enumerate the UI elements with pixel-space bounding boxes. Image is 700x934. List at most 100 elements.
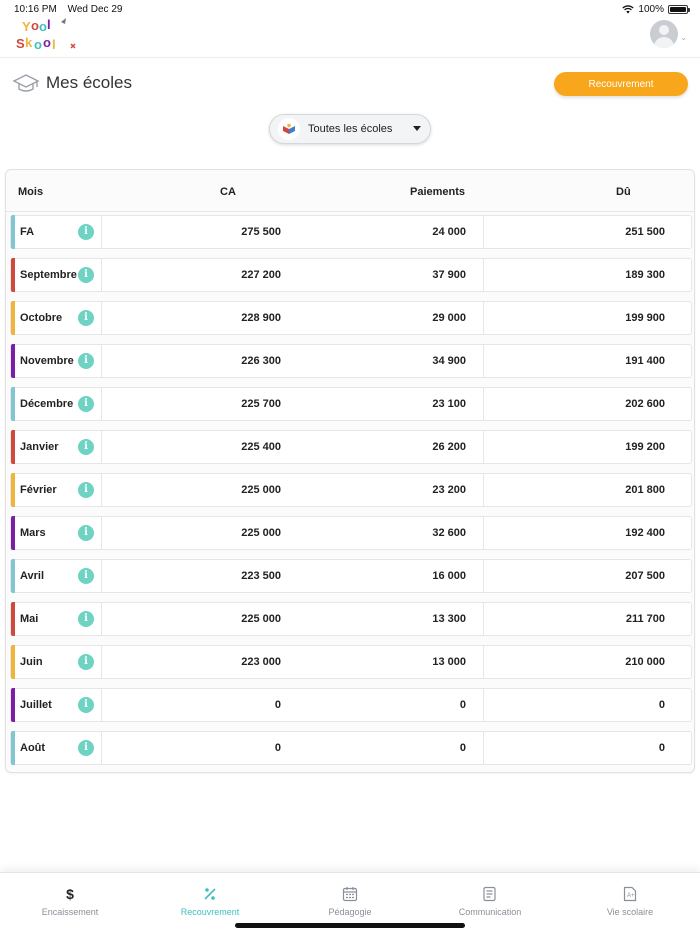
cell-ca: 225 000 [101, 602, 281, 636]
info-icon[interactable]: i [78, 224, 94, 240]
cell-ca: 0 [101, 688, 281, 722]
cell-ca: 223 000 [101, 645, 281, 679]
row-color-bar [11, 559, 15, 593]
info-icon[interactable]: i [78, 697, 94, 713]
svg-text:o: o [34, 37, 42, 52]
svg-text:l: l [47, 17, 51, 32]
table-row[interactable]: Juillet i 0 0 0 [10, 688, 692, 722]
nav-vie-scolaire[interactable]: A+ Vie scolaire [560, 885, 700, 917]
svg-text:k: k [25, 35, 33, 50]
cell-mois: Novembre [20, 355, 74, 367]
cell-mois: Septembre [20, 269, 77, 281]
cell-du: 0 [483, 731, 665, 765]
cell-mois: Mai [20, 613, 39, 625]
dollar-icon: $ [66, 886, 74, 902]
status-time: 10:16 PM [14, 4, 57, 15]
cell-mois: Décembre [20, 398, 74, 410]
cell-du: 210 000 [483, 645, 665, 679]
cell-ca: 228 900 [101, 301, 281, 335]
svg-text:l: l [52, 37, 56, 52]
nav-recouvrement[interactable]: Recouvrement [140, 885, 280, 917]
home-indicator [235, 923, 465, 928]
table-row[interactable]: Juin i 223 000 13 000 210 000 [10, 645, 692, 679]
table-row[interactable]: Novembre i 226 300 34 900 191 400 [10, 344, 692, 378]
nav-pedagogie[interactable]: Pédagogie [280, 885, 420, 917]
cell-du: 207 500 [483, 559, 665, 593]
svg-text:o: o [31, 18, 39, 33]
cell-du: 0 [483, 688, 665, 722]
cell-ca: 225 400 [101, 430, 281, 464]
status-date: Wed Dec 29 [67, 4, 123, 15]
table-row[interactable]: Octobre i 228 900 29 000 199 900 [10, 301, 692, 335]
app-header: Y o o l S k o o l ⌄ [0, 16, 700, 58]
schools-table: Mois CA Paiements Dû FA i 275 500 24 000 251… [5, 169, 695, 773]
school-select[interactable]: Toutes les écoles [269, 114, 431, 144]
cell-ca: 225 000 [101, 516, 281, 550]
row-color-bar [11, 258, 15, 292]
info-icon[interactable]: i [78, 568, 94, 584]
cell-ca: 275 500 [101, 215, 281, 249]
recouvrement-button[interactable]: Recouvrement [554, 72, 688, 96]
battery-percent: 100% [638, 4, 664, 15]
info-icon[interactable]: i [78, 353, 94, 369]
table-row[interactable]: Septembre i 227 200 37 900 189 300 [10, 258, 692, 292]
cell-ca: 225 000 [101, 473, 281, 507]
row-color-bar [11, 387, 15, 421]
chevron-down-icon[interactable]: ⌄ [680, 33, 687, 42]
header-ca: CA [220, 186, 236, 198]
info-icon[interactable]: i [78, 654, 94, 670]
user-avatar[interactable] [650, 20, 678, 48]
table-row[interactable]: FA i 275 500 24 000 251 500 [10, 215, 692, 249]
cell-mois: Août [20, 742, 46, 754]
table-row[interactable]: Décembre i 225 700 23 100 202 600 [10, 387, 692, 421]
info-icon[interactable]: i [78, 525, 94, 541]
cell-du: 211 700 [483, 602, 665, 636]
cell-paiements: 13 000 [432, 656, 466, 668]
caret-down-icon [413, 126, 421, 131]
cell-du: 199 900 [483, 301, 665, 335]
table-row[interactable]: Mars i 225 000 32 600 192 400 [10, 516, 692, 550]
info-icon[interactable]: i [78, 396, 94, 412]
cell-ca: 227 200 [101, 258, 281, 292]
cell-du: 191 400 [483, 344, 665, 378]
cell-du: 202 600 [483, 387, 665, 421]
info-icon[interactable]: i [78, 439, 94, 455]
row-color-bar [11, 731, 15, 765]
table-row[interactable]: Janvier i 225 400 26 200 199 200 [10, 430, 692, 464]
status-bar: 10:16 PM Wed Dec 29 100% [0, 0, 700, 18]
nav-label: Vie scolaire [606, 907, 654, 917]
battery-icon [668, 5, 690, 14]
info-icon[interactable]: i [78, 310, 94, 326]
cell-du: 251 500 [483, 215, 665, 249]
table-row[interactable]: Février i 225 000 23 200 201 800 [10, 473, 692, 507]
nav-encaissement[interactable]: $ Encaissement [0, 885, 140, 917]
table-row[interactable]: Avril i 223 500 16 000 207 500 [10, 559, 692, 593]
yoolskool-logo[interactable]: Y o o l S k o o l [14, 16, 80, 54]
info-icon[interactable]: i [78, 482, 94, 498]
info-icon[interactable]: i [78, 611, 94, 627]
cell-du: 199 200 [483, 430, 665, 464]
cell-paiements: 16 000 [432, 570, 466, 582]
header-paiements: Paiements [410, 186, 466, 198]
cell-du: 189 300 [483, 258, 665, 292]
status-left: 10:16 PM Wed Dec 29 [14, 4, 130, 15]
school-logo-icon [278, 118, 300, 140]
cell-mois: Juin [20, 656, 43, 668]
cell-ca: 226 300 [101, 344, 281, 378]
row-color-bar [11, 645, 15, 679]
row-color-bar [11, 688, 15, 722]
header-mois: Mois [18, 186, 44, 198]
row-color-bar [11, 602, 15, 636]
cell-paiements: 29 000 [432, 312, 466, 324]
info-icon[interactable]: i [78, 740, 94, 756]
table-row[interactable]: Mai i 225 000 13 300 211 700 [10, 602, 692, 636]
svg-text:Y: Y [22, 19, 31, 34]
row-color-bar [11, 516, 15, 550]
cell-paiements: 0 [459, 742, 466, 754]
info-icon[interactable]: i [78, 267, 94, 283]
table-row[interactable]: Août i 0 0 0 [10, 731, 692, 765]
svg-text:o: o [43, 35, 51, 50]
nav-communication[interactable]: Communication [420, 885, 560, 917]
cell-paiements: 37 900 [432, 269, 466, 281]
cell-mois: Mars [20, 527, 46, 539]
